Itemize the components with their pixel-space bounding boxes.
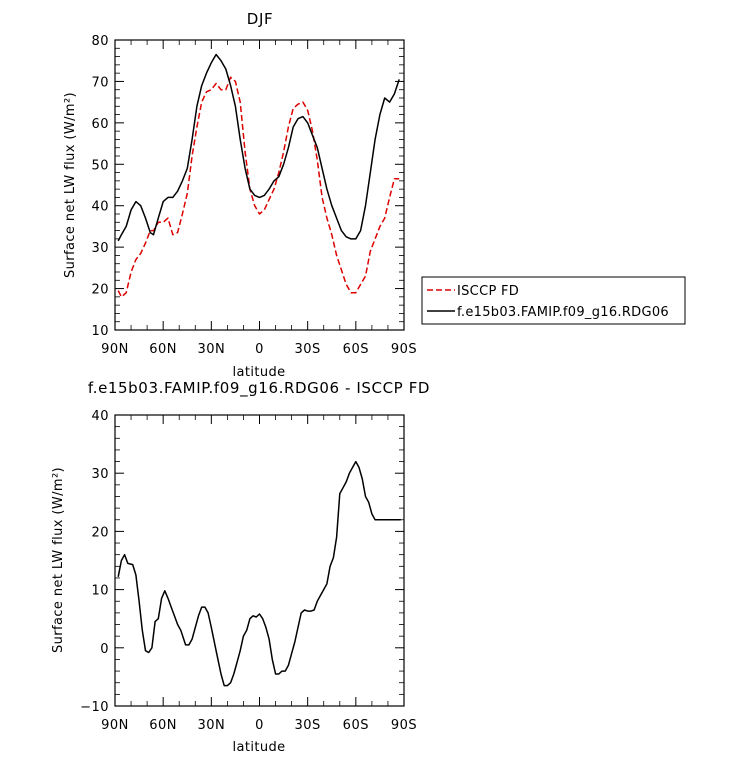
bottom-panel: f.e15b03.FAMIP.f09_g16.RDG06 - ISCCP FD … <box>51 379 430 755</box>
bottom-y-tick-label: 40 <box>91 409 109 424</box>
top-series-line-0 <box>117 76 400 298</box>
top-ticks: 10 20 30 40 50 60 70 80 90N 60N 30N 0 30S 60S 90S <box>91 34 417 357</box>
top-y-tick-label: 40 <box>91 200 109 215</box>
bottom-x-tick-label: 90S <box>391 718 417 733</box>
top-y-tick-label: 80 <box>91 34 109 49</box>
top-series-line-1 <box>117 53 400 242</box>
top-y-tick-label: 10 <box>91 324 109 339</box>
top-x-tick-label: 30S <box>295 342 321 357</box>
top-x-tick-label: 0 <box>255 342 264 357</box>
top-y-tick-label: 50 <box>91 158 109 173</box>
bottom-ticks: −10 0 10 20 30 40 90N 60N 30N 0 30S 60S 90S <box>80 409 417 733</box>
top-y-axis-title: Surface net LW flux (W/m²) <box>63 92 78 278</box>
top-y-tick-label: 30 <box>91 241 109 256</box>
top-x-tick-label: 90S <box>391 342 417 357</box>
top-x-tick-label: 30N <box>197 342 225 357</box>
top-series <box>117 53 400 298</box>
top-plot-frame <box>114 39 405 331</box>
bottom-x-axis-title: latitude <box>232 740 285 755</box>
bottom-chart-title: f.e15b03.FAMIP.f09_g16.RDG06 - ISCCP FD <box>88 379 430 398</box>
legend: ISCCP FD f.e15b03.FAMIP.f09_g16.RDG06 <box>421 276 686 325</box>
top-x-tick-label: 60N <box>149 342 177 357</box>
bottom-series-line-0 <box>117 460 401 687</box>
bottom-y-tick-label: 0 <box>100 642 109 657</box>
top-x-tick-label: 60S <box>343 342 369 357</box>
bottom-x-tick-label: 0 <box>255 718 264 733</box>
bottom-y-tick-label: −10 <box>80 700 109 715</box>
legend-label-model: f.e15b03.FAMIP.f09_g16.RDG06 <box>457 305 669 320</box>
bottom-y-tick-label: 10 <box>91 584 109 599</box>
bottom-plot-frame <box>114 414 405 707</box>
top-y-tick-label: 20 <box>91 283 109 298</box>
top-x-axis-title: latitude <box>232 365 285 380</box>
bottom-x-tick-label: 30S <box>295 718 321 733</box>
top-chart-title: DJF <box>247 10 273 28</box>
bottom-y-axis-title: Surface net LW flux (W/m²) <box>51 467 66 653</box>
top-y-tick-label: 70 <box>91 75 109 90</box>
bottom-x-tick-label: 90N <box>101 718 129 733</box>
bottom-series <box>117 460 401 687</box>
legend-label-isccp: ISCCP FD <box>457 284 519 299</box>
bottom-x-tick-label: 30N <box>197 718 225 733</box>
top-y-tick-label: 60 <box>91 117 109 132</box>
legend-box <box>421 276 686 325</box>
top-x-tick-label: 90N <box>101 342 129 357</box>
bottom-x-tick-label: 60S <box>343 718 369 733</box>
bottom-y-tick-label: 20 <box>91 525 109 540</box>
bottom-y-tick-label: 30 <box>91 467 109 482</box>
bottom-x-tick-label: 60N <box>149 718 177 733</box>
